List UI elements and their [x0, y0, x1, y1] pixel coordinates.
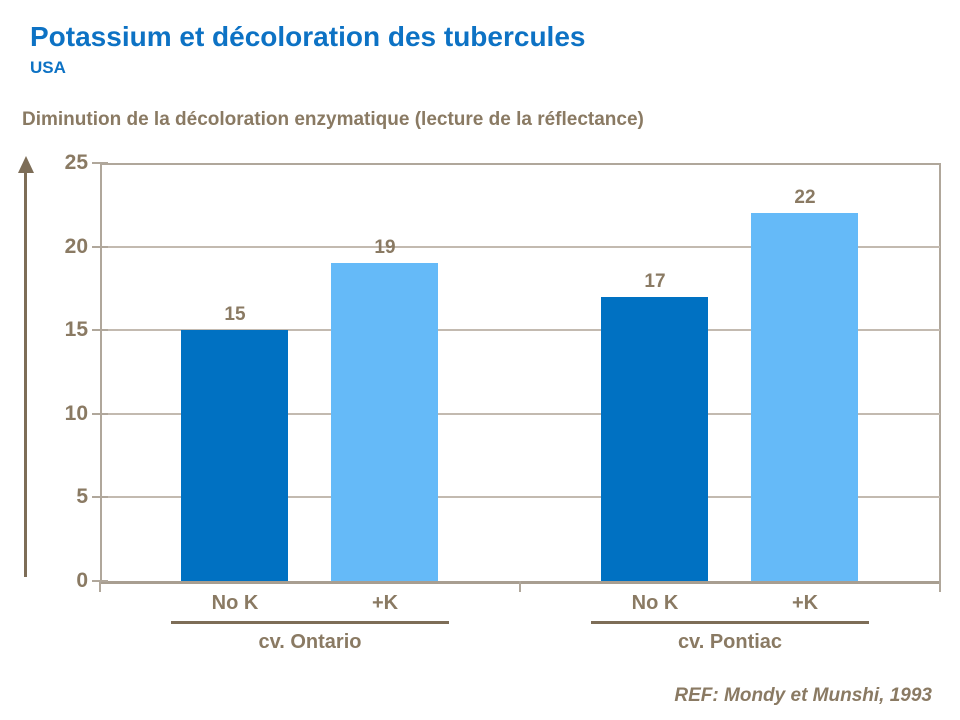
y-axis-tick-label-5: 5 [76, 485, 88, 508]
bar-value-label: 17 [644, 271, 666, 292]
y-tick-mark-15 [92, 329, 108, 331]
gridline-10 [100, 413, 940, 415]
group-underline [591, 621, 869, 624]
reference-citation: REF: Mondy et Munshi, 1993 [674, 685, 932, 706]
bar-category-label: +K [791, 592, 819, 614]
group-underline [171, 621, 449, 624]
group-label: cv. Pontiac [677, 631, 783, 653]
y-tick-mark-10 [92, 413, 108, 415]
y-tick-mark-20 [92, 246, 108, 248]
bar-category-label: +K [371, 592, 399, 614]
bar-value-label: 19 [374, 237, 396, 258]
bar-cv-Ontario--K [331, 263, 438, 581]
gridline-5 [100, 496, 940, 498]
slide-title: Potassium et décoloration des tubercules [30, 21, 586, 52]
bar-value-label: 15 [224, 304, 246, 325]
y-axis-arrow-shaft [24, 171, 27, 577]
y-axis-tick-label-0: 0 [76, 569, 88, 592]
bar-category-label: No K [631, 592, 679, 614]
slide-country-label: USA [30, 58, 66, 77]
x-tick-mark-2 [939, 581, 941, 592]
gridline-20 [100, 246, 940, 248]
y-tick-mark-5 [92, 496, 108, 498]
group-label: cv. Ontario [258, 631, 362, 653]
bar-value-label: 22 [794, 187, 816, 208]
y-axis-tick-label-25: 25 [64, 151, 88, 174]
gridline-15 [100, 329, 940, 331]
x-tick-mark-0 [99, 581, 101, 592]
bar-category-label: No K [211, 592, 259, 614]
x-tick-mark-1 [519, 581, 521, 592]
chart-heading: Diminution de la décoloration enzymatiqu… [22, 109, 644, 130]
y-axis-tick-label-10: 10 [64, 402, 88, 425]
y-axis-arrow-head [18, 156, 34, 173]
bar-cv-Ontario-No-K [181, 330, 288, 581]
y-tick-mark-25 [92, 162, 108, 164]
bar-cv-Pontiac-No-K [601, 297, 708, 581]
y-axis-tick-label-15: 15 [64, 318, 88, 341]
y-axis-tick-label-20: 20 [64, 235, 88, 258]
bar-cv-Pontiac--K [751, 213, 858, 581]
